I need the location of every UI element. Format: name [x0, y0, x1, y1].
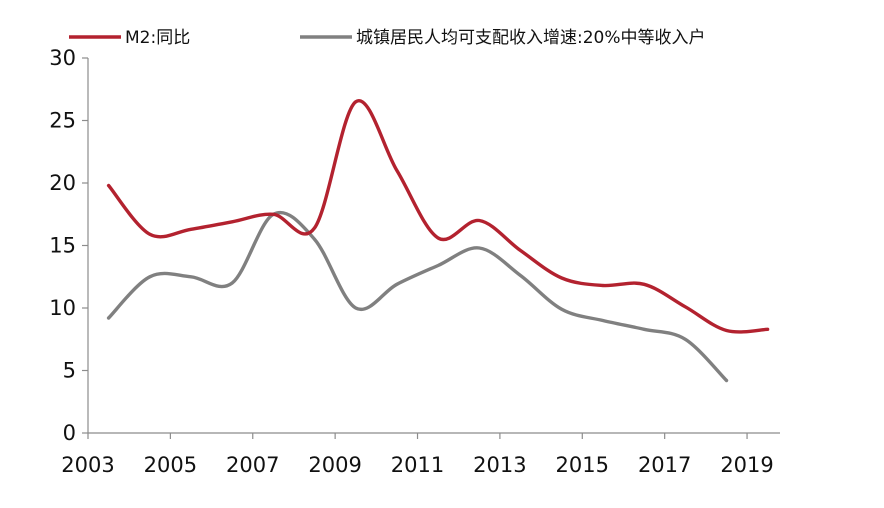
y-tick-label: 25 — [49, 109, 76, 133]
x-tick-label: 2015 — [556, 453, 609, 477]
y-axis: 0 5 10 15 20 25 30 — [49, 46, 89, 445]
series-line-1 — [106, 210, 729, 383]
series-line-0 — [106, 99, 770, 334]
x-tick-label: 2005 — [144, 453, 197, 477]
legend-label-0: M2:同比 — [125, 28, 190, 48]
series-layer — [106, 99, 770, 383]
y-tick-label: 10 — [49, 296, 76, 320]
x-tick-label: 2007 — [226, 453, 279, 477]
legend: M2:同比 城镇居民人均可支配收入增速:20%中等收入户 — [69, 28, 706, 48]
x-axis: 2003 2005 2007 2009 2011 2013 2015 2017 2019 — [61, 432, 780, 477]
legend-label-1: 城镇居民人均可支配收入增速:20%中等收入户 — [356, 28, 706, 48]
x-tick-label: 2013 — [473, 453, 526, 477]
y-tick-label: 20 — [49, 171, 76, 195]
y-tick-label: 15 — [49, 234, 76, 258]
y-tick-label: 30 — [49, 46, 76, 70]
x-tick-label: 2009 — [308, 453, 361, 477]
x-tick-label: 2011 — [391, 453, 444, 477]
x-tick-label: 2003 — [61, 453, 114, 477]
y-tick-label: 0 — [63, 421, 76, 445]
y-tick-label: 5 — [63, 359, 76, 383]
x-tick-label: 2019 — [720, 453, 773, 477]
x-tick-label: 2017 — [638, 453, 691, 477]
